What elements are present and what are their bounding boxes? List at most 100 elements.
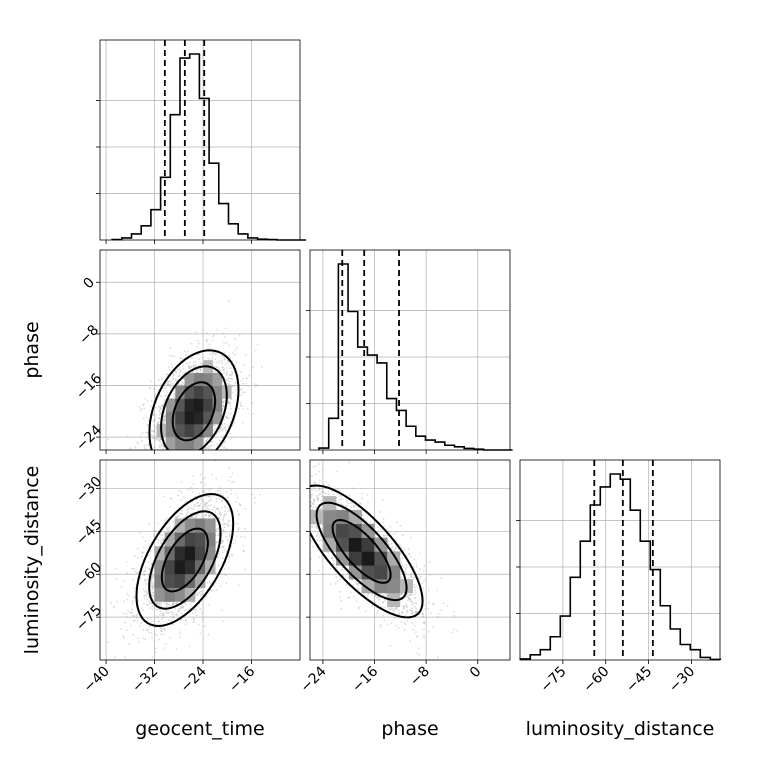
scatter-point (162, 445, 165, 448)
scatter-point (172, 464, 174, 466)
scatter-point (172, 616, 175, 618)
density-cell (184, 532, 196, 547)
scatter-point (183, 460, 185, 462)
scatter-point (175, 371, 178, 374)
scatter-point (193, 453, 195, 455)
scatter-point (312, 498, 315, 501)
scatter-point (160, 605, 163, 608)
scatter-point (235, 361, 238, 364)
scatter-point (214, 353, 217, 355)
scatter-point (230, 370, 233, 373)
scatter-point (200, 497, 202, 499)
scatter-point (149, 607, 152, 610)
scatter-point (217, 515, 220, 518)
scatter-point (178, 374, 181, 377)
scatter-point (151, 585, 154, 588)
density-cell (205, 532, 216, 547)
scatter-point (221, 551, 224, 554)
scatter-point (177, 368, 179, 371)
scatter-point (137, 572, 140, 574)
scatter-point (385, 534, 388, 536)
scatter-point (147, 575, 150, 577)
scatter-point (163, 452, 165, 454)
scatter-point (198, 504, 201, 507)
scatter-point (190, 365, 193, 368)
scatter-point (200, 481, 203, 484)
scatter-point (191, 472, 193, 474)
scatter-point (199, 369, 202, 371)
scatter-point (178, 610, 180, 612)
density-cell (184, 424, 195, 438)
scatter-point (138, 624, 141, 627)
scatter-point (399, 524, 402, 527)
scatter-point (160, 465, 162, 467)
scatter-point (213, 472, 215, 474)
scatter-point (223, 341, 226, 344)
scatter-point (167, 619, 170, 622)
scatter-point (143, 447, 146, 449)
scatter-point (206, 438, 209, 441)
scatter-point (184, 479, 186, 481)
scatter-point (151, 581, 154, 584)
axes-frame (99, 249, 301, 451)
scatter-point (170, 619, 173, 621)
scatter-point (159, 440, 161, 443)
scatter-point (235, 535, 238, 538)
scatter-point (215, 497, 218, 500)
scatter-point (423, 570, 425, 572)
density-cell (193, 372, 204, 387)
scatter-point (163, 418, 166, 420)
scatter-point (154, 647, 157, 650)
scatter-point (148, 625, 151, 628)
scatter-point (126, 629, 129, 632)
scatter-point (160, 412, 162, 415)
scatter-point (172, 615, 175, 618)
scatter-point (180, 357, 183, 360)
y-tick-label: −75 (73, 602, 105, 634)
scatter-point (293, 522, 295, 524)
scatter-point (122, 600, 125, 603)
scatter-point (207, 512, 210, 515)
scatter-point (160, 454, 162, 456)
scatter-point (207, 495, 210, 498)
scatter-point (218, 497, 220, 500)
scatter-point (168, 494, 170, 496)
scatter-point (224, 426, 227, 429)
scatter-point (270, 477, 272, 479)
scatter-point (157, 620, 160, 623)
scatter-point (227, 379, 230, 382)
scatter-point (181, 458, 183, 460)
scatter-point (150, 632, 153, 634)
scatter-point (186, 514, 188, 517)
scatter-point (159, 455, 161, 457)
scatter-point (155, 438, 158, 441)
scatter-point (169, 506, 172, 508)
scatter-point (222, 400, 225, 403)
scatter-point (180, 461, 182, 463)
scatter-point (189, 367, 192, 369)
scatter-point (192, 474, 195, 477)
scatter-point (220, 514, 222, 517)
scatter-point (126, 572, 128, 575)
scatter-point (229, 384, 232, 386)
density-cell (165, 424, 176, 438)
scatter-point (207, 467, 209, 469)
scatter-point (225, 378, 228, 381)
scatter-point (224, 440, 227, 443)
scatter-point (209, 445, 212, 448)
scatter-point (153, 633, 156, 635)
scatter-point (152, 577, 155, 580)
scatter-point (179, 470, 181, 472)
scatter-point (141, 552, 144, 555)
scatter-point (151, 575, 153, 578)
scatter-point (231, 378, 234, 380)
scatter-point (135, 571, 138, 574)
scatter-point (215, 353, 218, 356)
scatter-point (158, 416, 161, 419)
scatter-point (152, 430, 155, 433)
scatter-point (168, 369, 171, 372)
scatter-point (216, 556, 219, 559)
density-cell (193, 385, 204, 399)
scatter-point (120, 628, 123, 630)
